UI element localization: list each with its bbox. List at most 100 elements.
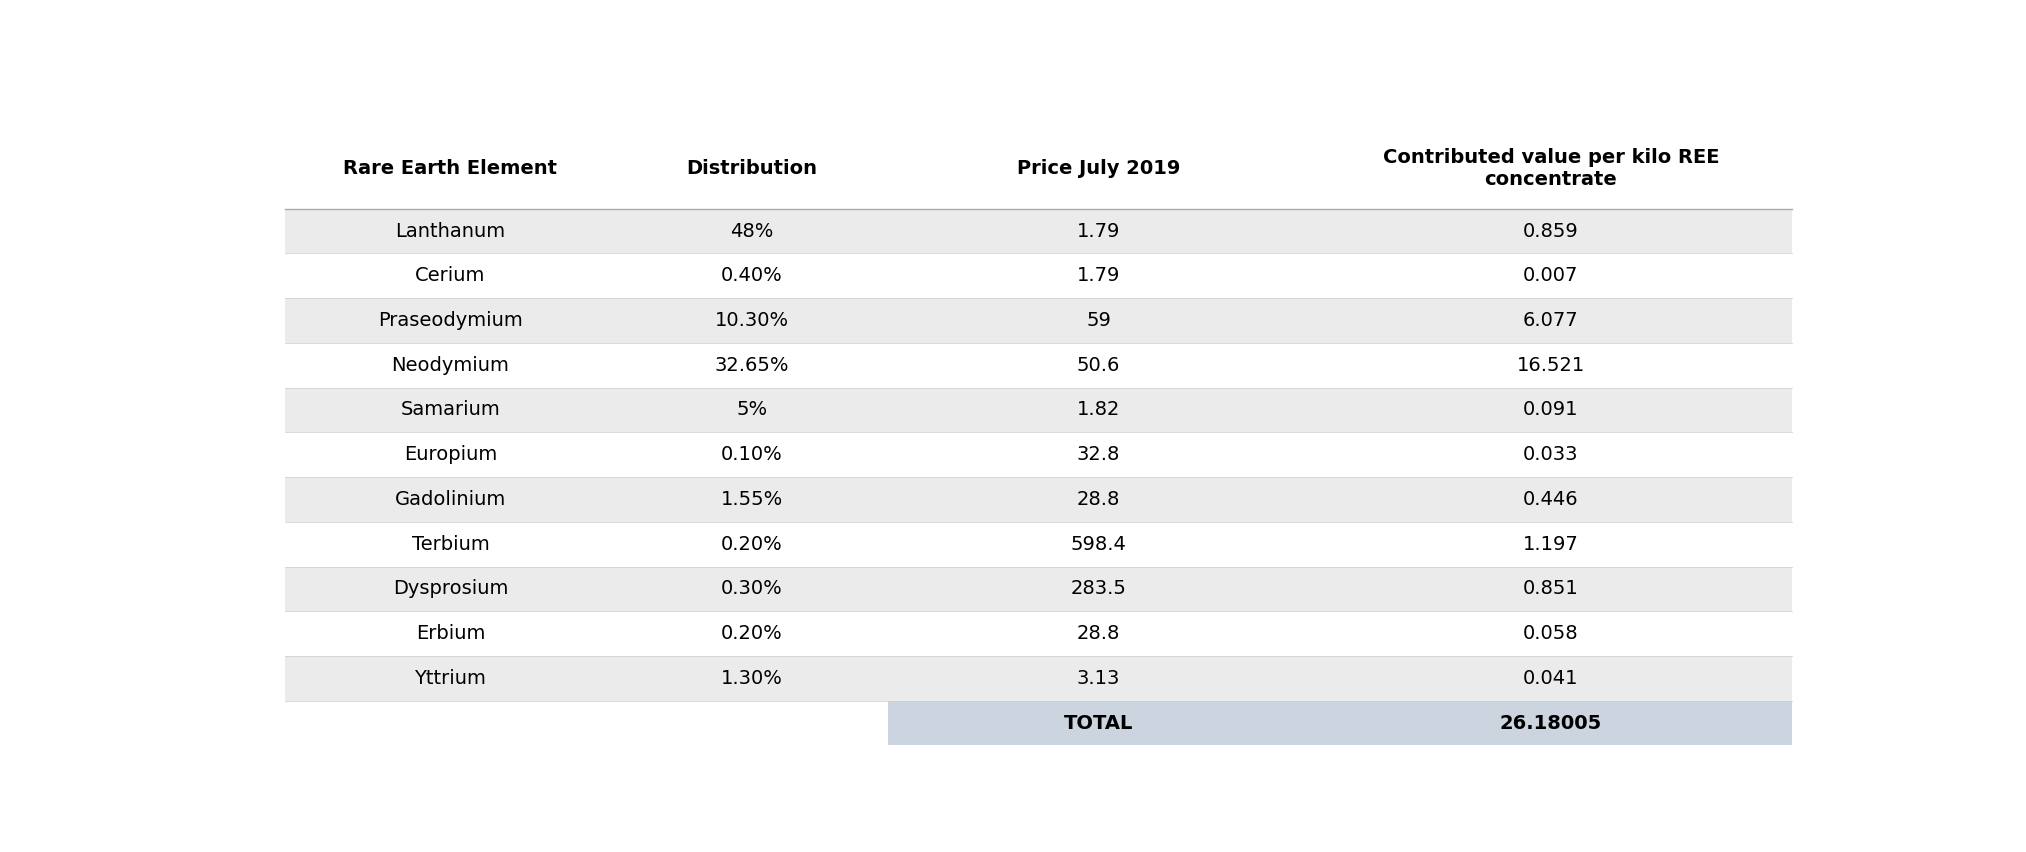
- Bar: [887, 388, 1309, 432]
- Text: Samarium: Samarium: [401, 400, 500, 419]
- Text: Contributed value per kilo REE
concentrate: Contributed value per kilo REE concentra…: [1382, 148, 1720, 189]
- Bar: [284, 343, 616, 388]
- Bar: [1309, 343, 1793, 388]
- Text: 0.30%: 0.30%: [721, 579, 782, 598]
- Bar: [1309, 611, 1793, 656]
- Bar: [1309, 129, 1793, 209]
- Bar: [1309, 521, 1793, 567]
- Bar: [284, 432, 616, 477]
- Text: 0.40%: 0.40%: [721, 267, 782, 285]
- Text: Europium: Europium: [403, 446, 496, 464]
- Bar: [887, 656, 1309, 700]
- Text: 0.091: 0.091: [1524, 400, 1578, 419]
- Bar: [616, 388, 887, 432]
- Text: 1.55%: 1.55%: [721, 490, 784, 509]
- Text: 0.058: 0.058: [1524, 625, 1578, 643]
- Bar: [616, 477, 887, 521]
- Bar: [887, 567, 1309, 611]
- Text: Gadolinium: Gadolinium: [395, 490, 506, 509]
- Bar: [284, 521, 616, 567]
- Text: 0.007: 0.007: [1524, 267, 1578, 285]
- Bar: [1309, 432, 1793, 477]
- Text: 6.077: 6.077: [1524, 311, 1578, 330]
- Text: 0.20%: 0.20%: [721, 535, 782, 554]
- Bar: [1309, 209, 1793, 253]
- Text: 59: 59: [1086, 311, 1110, 330]
- Bar: [616, 209, 887, 253]
- Bar: [284, 298, 616, 343]
- Bar: [284, 253, 616, 298]
- Bar: [284, 388, 616, 432]
- Text: Cerium: Cerium: [415, 267, 486, 285]
- Bar: [616, 567, 887, 611]
- Text: Dysprosium: Dysprosium: [393, 579, 509, 598]
- Bar: [1309, 567, 1793, 611]
- Bar: [284, 129, 616, 209]
- Bar: [887, 521, 1309, 567]
- Text: Price July 2019: Price July 2019: [1017, 159, 1181, 178]
- Bar: [616, 611, 887, 656]
- Text: 0.041: 0.041: [1524, 669, 1578, 688]
- Bar: [887, 298, 1309, 343]
- Text: Erbium: Erbium: [415, 625, 484, 643]
- Bar: [616, 343, 887, 388]
- Text: 5%: 5%: [735, 400, 768, 419]
- Text: 50.6: 50.6: [1078, 356, 1120, 375]
- Text: 1.197: 1.197: [1524, 535, 1578, 554]
- Text: Distribution: Distribution: [687, 159, 816, 178]
- Text: 283.5: 283.5: [1070, 579, 1126, 598]
- Text: Neodymium: Neodymium: [391, 356, 509, 375]
- Text: 32.8: 32.8: [1078, 446, 1120, 464]
- Text: 28.8: 28.8: [1078, 490, 1120, 509]
- Bar: [616, 701, 887, 746]
- Text: 32.65%: 32.65%: [715, 356, 790, 375]
- Text: 26.18005: 26.18005: [1499, 714, 1603, 733]
- Bar: [1309, 477, 1793, 521]
- Bar: [284, 477, 616, 521]
- Text: 0.851: 0.851: [1524, 579, 1578, 598]
- Bar: [1309, 388, 1793, 432]
- Bar: [616, 656, 887, 700]
- Bar: [887, 129, 1309, 209]
- Text: 16.521: 16.521: [1517, 356, 1584, 375]
- Bar: [284, 656, 616, 700]
- Bar: [887, 477, 1309, 521]
- Bar: [284, 611, 616, 656]
- Text: Praseodymium: Praseodymium: [379, 311, 523, 330]
- Text: Rare Earth Element: Rare Earth Element: [344, 159, 557, 178]
- Text: 10.30%: 10.30%: [715, 311, 788, 330]
- Bar: [616, 253, 887, 298]
- Text: 3.13: 3.13: [1078, 669, 1120, 688]
- Bar: [1309, 656, 1793, 700]
- Bar: [887, 343, 1309, 388]
- Text: Terbium: Terbium: [411, 535, 490, 554]
- Text: 0.20%: 0.20%: [721, 625, 782, 643]
- Text: 0.446: 0.446: [1524, 490, 1578, 509]
- Text: 1.79: 1.79: [1078, 222, 1120, 240]
- Bar: [1309, 298, 1793, 343]
- Bar: [616, 129, 887, 209]
- Text: 1.30%: 1.30%: [721, 669, 782, 688]
- Text: TOTAL: TOTAL: [1064, 714, 1133, 733]
- Bar: [887, 209, 1309, 253]
- Bar: [284, 701, 616, 746]
- Text: 48%: 48%: [729, 222, 774, 240]
- Text: 28.8: 28.8: [1078, 625, 1120, 643]
- Bar: [284, 209, 616, 253]
- Bar: [616, 298, 887, 343]
- Text: Yttrium: Yttrium: [415, 669, 486, 688]
- Bar: [1309, 253, 1793, 298]
- Text: 1.79: 1.79: [1078, 267, 1120, 285]
- Bar: [284, 567, 616, 611]
- Text: 0.10%: 0.10%: [721, 446, 782, 464]
- Text: 598.4: 598.4: [1070, 535, 1126, 554]
- Bar: [887, 253, 1309, 298]
- Bar: [887, 701, 1793, 746]
- Text: 0.859: 0.859: [1524, 222, 1578, 240]
- Bar: [616, 432, 887, 477]
- Text: 0.033: 0.033: [1524, 446, 1578, 464]
- Bar: [887, 432, 1309, 477]
- Text: Lanthanum: Lanthanum: [395, 222, 506, 240]
- Bar: [887, 611, 1309, 656]
- Text: 1.82: 1.82: [1078, 400, 1120, 419]
